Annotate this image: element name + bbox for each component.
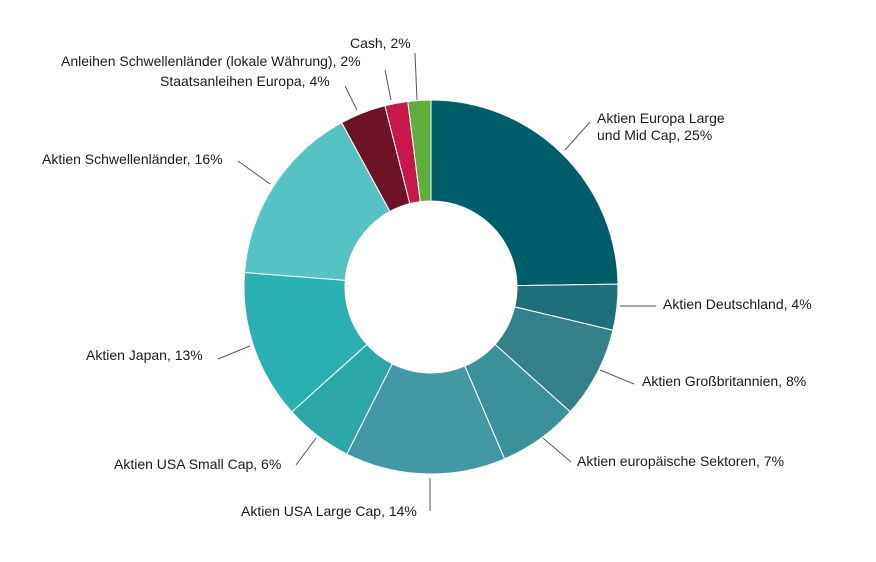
slice-label-7: Aktien Schwellenländer, 16% (42, 151, 223, 167)
leader-line-9 (384, 69, 392, 101)
slice-label-8: Staatsanleihen Europa, 4% (160, 73, 330, 89)
slice-label-2: Aktien Großbritannien, 8% (642, 373, 806, 389)
slice-label-1: Aktien Deutschland, 4% (663, 296, 812, 312)
slice-label-9: Anleihen Schwellenländer (lokale Währung… (61, 53, 361, 69)
donut-slices (243, 99, 619, 475)
leader-line-7 (237, 160, 271, 185)
leader-line-2 (599, 369, 635, 385)
leader-line-8 (344, 85, 358, 111)
donut-hole (345, 201, 517, 373)
leader-lines (217, 52, 656, 511)
slice-label-10: Cash, 2% (350, 35, 411, 51)
slice-label-4: Aktien USA Large Cap, 14% (241, 503, 417, 519)
slice-label-3: Aktien europäische Sektoren, 7% (577, 453, 784, 469)
slice-label-6: Aktien Japan, 13% (86, 347, 203, 363)
leader-line-0 (564, 121, 591, 151)
slice-label-0: Aktien Europa Large und Mid Cap, 25% (597, 110, 725, 143)
leader-line-6 (217, 345, 251, 360)
slice-label-5: Aktien USA Small Cap, 6% (114, 456, 281, 472)
leader-line-5 (295, 437, 317, 466)
leader-line-3 (542, 437, 572, 463)
slice-labels: Aktien Europa Large und Mid Cap, 25% Aktie… (42, 35, 812, 519)
leader-line-10 (414, 52, 418, 101)
